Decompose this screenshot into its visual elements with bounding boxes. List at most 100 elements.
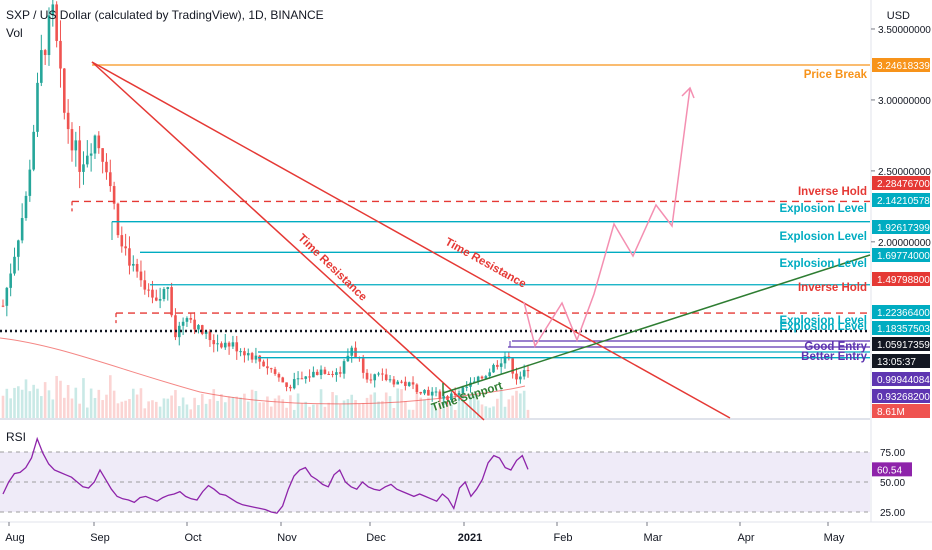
candle-body[interactable]: [181, 321, 185, 326]
candle-body[interactable]: [465, 386, 468, 388]
price-marker[interactable]: 1.22366400: [872, 305, 930, 319]
candle-body[interactable]: [139, 271, 143, 281]
candle-body[interactable]: [74, 140, 78, 151]
candle-body[interactable]: [93, 135, 97, 154]
candle-body[interactable]: [32, 131, 35, 170]
candle-body[interactable]: [243, 351, 246, 356]
candle-body[interactable]: [174, 315, 177, 338]
candle-body[interactable]: [223, 342, 227, 348]
candle-body[interactable]: [476, 376, 480, 382]
candle-body[interactable]: [296, 378, 300, 380]
candle-body[interactable]: [258, 355, 262, 362]
price-marker[interactable]: 1.49798800: [872, 272, 930, 286]
candle-body[interactable]: [235, 342, 239, 352]
candle-body[interactable]: [419, 391, 423, 394]
candle-body[interactable]: [20, 218, 24, 241]
candle-body[interactable]: [177, 325, 181, 338]
candle-body[interactable]: [262, 361, 265, 367]
projection-path[interactable]: [523, 87, 691, 348]
candle-body[interactable]: [308, 376, 311, 378]
candle-body[interactable]: [147, 289, 150, 291]
price-marker[interactable]: 1.05917359: [872, 337, 930, 351]
candle-body[interactable]: [407, 382, 411, 386]
candle-body[interactable]: [323, 369, 327, 374]
candle-body[interactable]: [86, 155, 89, 165]
candle-body[interactable]: [24, 195, 28, 219]
drawing-lines[interactable]: [0, 61, 871, 421]
candle-body[interactable]: [78, 140, 81, 172]
price-marker[interactable]: 1.18357503: [872, 321, 930, 335]
candle-body[interactable]: [277, 373, 281, 378]
candle-body[interactable]: [158, 299, 162, 301]
candle-body[interactable]: [266, 366, 269, 369]
price-marker[interactable]: 1.92617399: [872, 220, 930, 234]
candle-body[interactable]: [492, 364, 495, 373]
price-marker[interactable]: 0.93268200: [872, 389, 930, 403]
candle-body[interactable]: [430, 391, 434, 396]
candle-body[interactable]: [461, 387, 465, 394]
candle-body[interactable]: [331, 373, 334, 375]
candle-body[interactable]: [327, 373, 331, 375]
time-support-line[interactable]: [442, 254, 871, 394]
candle-body[interactable]: [285, 382, 288, 387]
rsi-pane[interactable]: [0, 436, 870, 514]
candle-body[interactable]: [128, 248, 131, 266]
candle-body[interactable]: [47, 15, 51, 56]
candle-body[interactable]: [36, 82, 39, 132]
candle-body[interactable]: [404, 381, 407, 386]
candle-body[interactable]: [5, 287, 9, 306]
candle-body[interactable]: [415, 384, 419, 392]
candle-body[interactable]: [246, 353, 250, 356]
candle-body[interactable]: [212, 340, 216, 345]
candle-body[interactable]: [519, 376, 522, 380]
price-axis[interactable]: 3.50000000 3.00000000 2.50000000 2.00000000…: [871, 25, 931, 519]
candle-body[interactable]: [66, 112, 70, 130]
candle-body[interactable]: [89, 153, 93, 156]
candle-body[interactable]: [105, 161, 108, 173]
candle-body[interactable]: [319, 369, 323, 376]
candle-body[interactable]: [522, 370, 526, 377]
candle-body[interactable]: [108, 172, 112, 187]
candle-body[interactable]: [216, 343, 219, 345]
candle-body[interactable]: [400, 381, 403, 383]
candle-body[interactable]: [511, 358, 514, 374]
candle-body[interactable]: [200, 325, 204, 334]
candle-body[interactable]: [427, 389, 430, 396]
candle-body[interactable]: [365, 372, 369, 380]
candle-body[interactable]: [381, 373, 384, 375]
candle-body[interactable]: [131, 263, 135, 266]
candle-body[interactable]: [166, 287, 170, 290]
candle-body[interactable]: [281, 377, 285, 383]
candle-body[interactable]: [484, 376, 488, 379]
candle-body[interactable]: [193, 319, 196, 330]
candle-body[interactable]: [59, 40, 62, 69]
candle-body[interactable]: [40, 50, 43, 83]
candle-body[interactable]: [9, 273, 12, 288]
candle-body[interactable]: [162, 289, 166, 300]
candle-body[interactable]: [170, 287, 173, 316]
candle-body[interactable]: [197, 325, 200, 330]
candle-body[interactable]: [312, 371, 315, 378]
candle-body[interactable]: [361, 358, 365, 373]
candle-body[interactable]: [143, 280, 147, 290]
candle-body[interactable]: [250, 353, 254, 360]
candle-body[interactable]: [82, 164, 85, 172]
candle-body[interactable]: [154, 297, 158, 301]
time-resistance-line[interactable]: [91, 61, 731, 419]
candle-body[interactable]: [208, 331, 212, 341]
price-marker[interactable]: 13:05:37: [872, 354, 930, 368]
candle-body[interactable]: [411, 382, 415, 385]
candle-body[interactable]: [55, 4, 58, 41]
price-marker[interactable]: 1.69774000: [872, 248, 930, 262]
candle-body[interactable]: [488, 372, 491, 377]
candle-body[interactable]: [254, 355, 258, 360]
price-marker[interactable]: 2.28476700: [872, 176, 930, 190]
candle-body[interactable]: [17, 240, 20, 257]
candle-body[interactable]: [13, 256, 16, 274]
candle-body[interactable]: [124, 246, 127, 249]
candle-body[interactable]: [63, 68, 66, 113]
time-axis[interactable]: Aug Sep Oct Nov Dec 2021 Feb Mar Apr May: [5, 522, 845, 544]
candle-body[interactable]: [335, 372, 338, 375]
candle-body[interactable]: [151, 289, 154, 298]
